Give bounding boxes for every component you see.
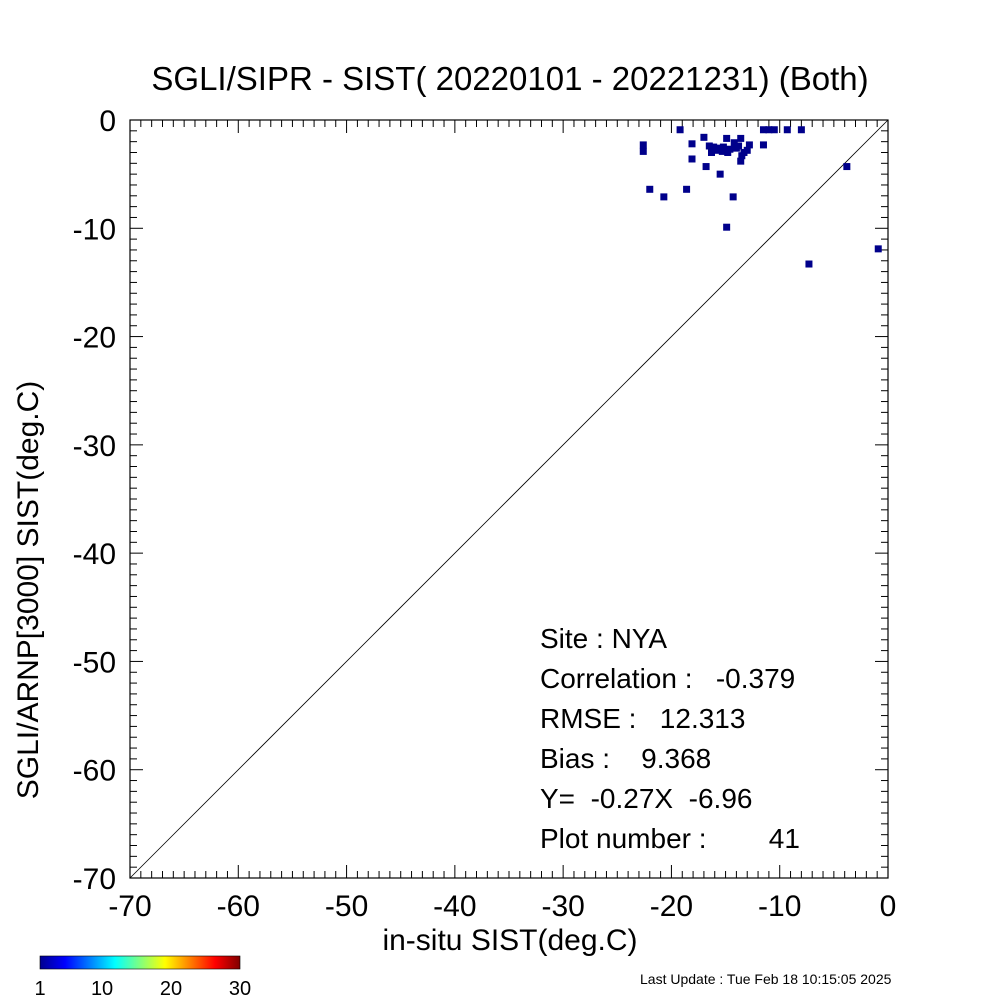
y-tick-label: -30 [73, 430, 116, 463]
data-point [707, 148, 715, 156]
x-tick-label: -10 [758, 890, 801, 923]
data-point [735, 142, 743, 150]
x-tick-label: -20 [650, 890, 693, 923]
data-point [759, 126, 767, 134]
data-point [797, 126, 805, 134]
y-tick-label: -20 [73, 322, 116, 355]
axis-ticks [129, 119, 889, 879]
colorbar-tick-label: 30 [229, 978, 251, 1000]
x-tick-label: -60 [217, 890, 260, 923]
colorbar-tick-label: 10 [91, 978, 113, 1000]
x-tick-label: -70 [108, 890, 151, 923]
stats-block: Site : NYA Correlation : -0.379 RMSE : 1… [540, 623, 800, 854]
data-point [737, 134, 745, 142]
data-point [683, 185, 691, 193]
stat-correlation: Correlation : -0.379 [540, 663, 795, 694]
x-axis-label: in-situ SIST(deg.C) [382, 924, 637, 957]
data-point [729, 193, 737, 201]
y-tick-label: -40 [73, 538, 116, 571]
data-point [676, 126, 684, 134]
data-point [730, 139, 738, 147]
data-point [646, 185, 654, 193]
y-tick-label: -70 [73, 863, 116, 896]
data-point [724, 148, 732, 156]
stat-regression: Y= -0.27X -6.96 [540, 783, 752, 814]
data-point [783, 126, 791, 134]
last-update: Last Update : Tue Feb 18 10:15:05 2025 [640, 971, 892, 987]
y-tick-label: 0 [99, 105, 116, 138]
data-point [874, 245, 882, 253]
y-axis-label: SGLI/ARNP[3000] SIST(deg.C) [12, 381, 45, 800]
data-point [660, 193, 668, 201]
data-point [745, 141, 753, 149]
colorbar [39, 955, 241, 970]
data-point [737, 157, 745, 165]
x-tick-label: -40 [433, 890, 476, 923]
y-tick-label: -10 [73, 213, 116, 246]
x-tick-labels: -70 -60 -50 -40 -30 -20 -10 0 [108, 890, 896, 923]
data-point [719, 143, 727, 151]
x-tick-label: -30 [541, 890, 584, 923]
data-point [639, 141, 647, 149]
stat-site: Site : NYA [540, 623, 667, 654]
y-tick-labels: 0 -10 -20 -30 -40 -50 -60 -70 [73, 105, 116, 896]
data-point [759, 141, 767, 149]
data-point [639, 147, 647, 155]
reference-line [129, 119, 889, 879]
stat-plot-number: Plot number : 41 [540, 823, 800, 854]
data-point [765, 126, 773, 134]
x-tick-label: -50 [325, 890, 368, 923]
data-point [770, 126, 778, 134]
data-point [688, 155, 696, 163]
x-tick-label: 0 [880, 890, 897, 923]
data-points [639, 126, 882, 268]
colorbar-tick-label: 1 [34, 978, 45, 1000]
stat-rmse: RMSE : 12.313 [540, 703, 745, 734]
chart-title: SGLI/SIPR - SIST( 20220101 - 20221231) (… [151, 60, 868, 97]
data-point [723, 134, 731, 142]
y-tick-label: -50 [73, 646, 116, 679]
data-point [843, 163, 851, 171]
stat-bias: Bias : 9.368 [540, 743, 711, 774]
colorbar-tick-label: 20 [160, 978, 182, 1000]
data-point [716, 170, 724, 178]
colorbar-labels: 1 10 20 30 [34, 978, 251, 1000]
data-point [805, 260, 813, 268]
y-tick-label: -60 [73, 755, 116, 788]
data-point [705, 142, 713, 150]
data-point [688, 140, 696, 148]
data-point [700, 133, 708, 141]
data-point [723, 223, 731, 231]
data-point [743, 146, 751, 154]
data-point [718, 147, 726, 155]
data-point [702, 163, 710, 171]
